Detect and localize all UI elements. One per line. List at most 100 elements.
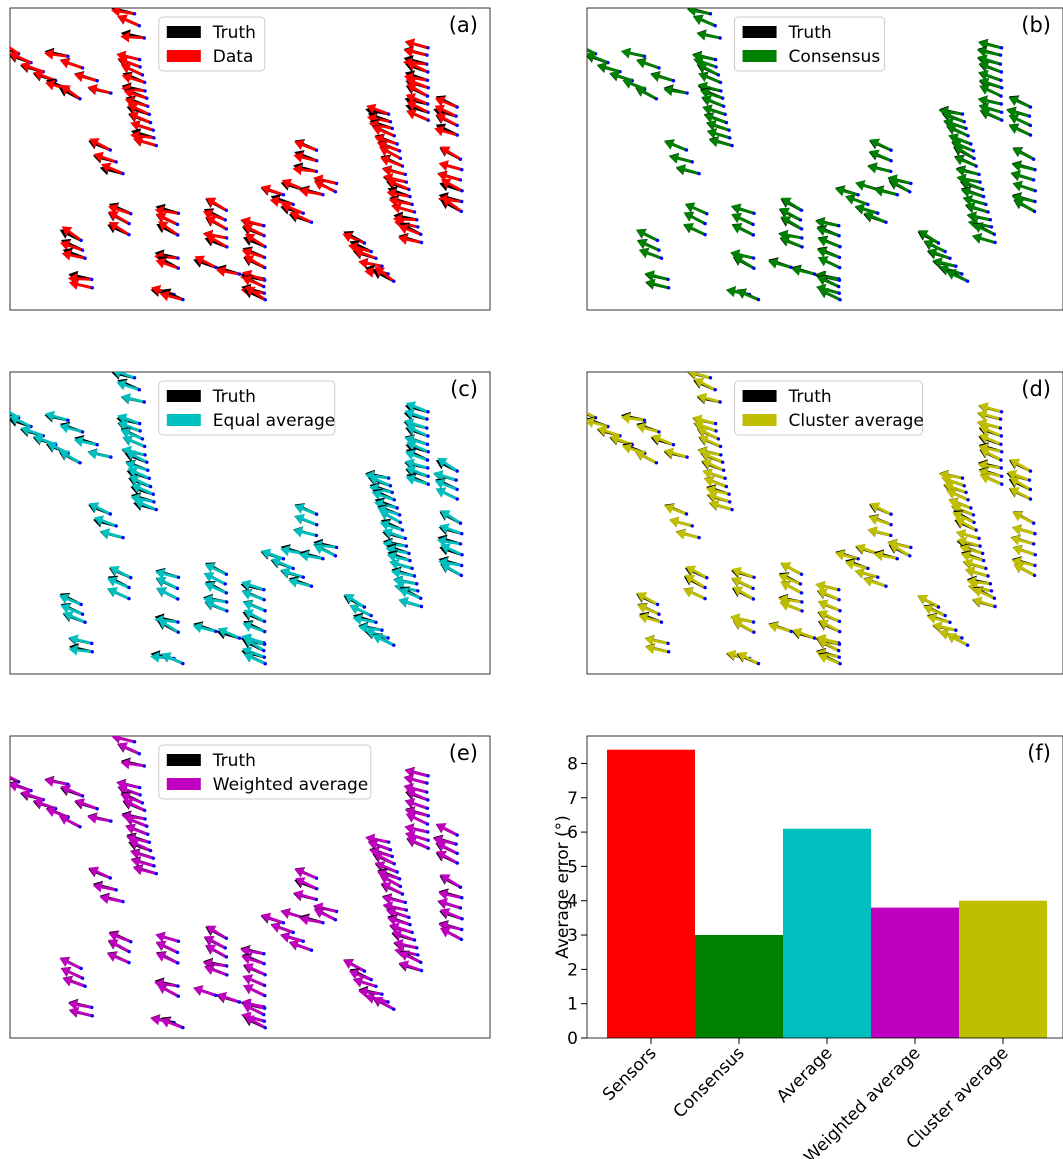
tail-dot [392,1007,396,1011]
estimate-arrow [965,202,989,214]
estimate-arrow [68,634,93,645]
estimate-arrow [404,798,428,810]
tail-dot [237,636,242,640]
tail-dot [837,278,842,282]
estimate-arrow [358,622,383,634]
tail-dot [83,984,87,988]
estimate-arrow [923,239,946,253]
estimate-arrow [313,544,337,557]
estimate-arrow [960,187,985,198]
tail-dot [719,453,723,457]
estimate-arrow [708,136,733,148]
tail-dot [713,57,718,62]
tail-dot [721,96,725,100]
tail-dot [978,544,982,548]
tail-dot [690,524,694,528]
tail-dot [79,602,83,607]
estimate-arrow [962,195,987,206]
estimate-arrow [923,604,946,617]
tail-dot [454,114,458,118]
estimate-arrow [89,138,111,152]
estimate-arrow [386,551,411,563]
tail-dot [642,418,647,422]
tail-dot [143,808,147,813]
tail-dot [960,112,965,116]
estimate-arrow [204,599,228,613]
estimate-arrow [972,587,995,600]
tail-dot [998,426,1003,430]
estimate-arrow [405,789,429,802]
quiver-panel-b: Truth Consensus (b) [586,7,1063,311]
estimate-arrow [696,29,721,41]
tail-dot [999,458,1003,462]
tail-dot [138,421,142,426]
tail-dot [730,507,734,512]
estimate-arrow [863,576,887,588]
tail-dot [314,876,319,880]
tail-dot [426,46,430,50]
estimate-arrow [962,558,987,570]
tail-dot [403,536,408,541]
estimate-arrow [245,286,266,301]
estimate-arrow [93,515,117,528]
legend: Truth Data [158,16,266,72]
tail-dot [214,629,218,634]
tail-dot [408,558,412,563]
tail-dot [936,605,941,609]
tail-dot [181,297,185,302]
estimate-arrow [20,61,44,73]
tail-dot [455,833,459,837]
tail-dot [237,272,242,276]
tail-dot [223,946,227,950]
legend-swatch-estimate [166,50,201,62]
estimate-arrow [815,580,840,592]
estimate-arrow [932,621,957,633]
estimate-arrow [779,207,802,222]
y-tick-label: 6 [567,823,578,843]
estimate-arrow [780,235,803,249]
tail-dot [83,256,87,260]
tail-dot [315,159,319,163]
tail-dot [148,848,153,853]
estimate-arrow [977,46,1001,58]
tail-dot [1028,133,1033,137]
tail-dot [410,566,414,571]
estimate-arrow [693,14,716,27]
tail-dot [400,528,405,532]
estimate-arrow [697,63,720,77]
tail-dot [455,497,459,501]
tail-dot [999,94,1003,98]
estimate-arrow [123,798,146,812]
panel-frame [586,371,1063,675]
tail-dot [263,609,267,613]
estimate-arrow [130,856,155,868]
tail-dot [225,236,229,240]
tail-dot [965,643,970,647]
estimate-arrow [203,572,226,586]
estimate-arrow [972,223,995,236]
estimate-arrow [620,412,645,424]
tail-dot [392,279,396,283]
estimate-arrow [344,594,366,609]
panel-frame [586,7,1063,311]
estimate-arrow [587,417,609,428]
tail-dot [66,54,70,58]
tail-dot [999,78,1003,83]
tail-dot [889,512,893,516]
estimate-arrow [867,162,892,174]
tail-dot [147,840,152,844]
tail-dot [263,662,267,666]
tail-dot [176,575,181,579]
estimate-arrow [117,742,140,755]
estimate-arrow [87,448,112,460]
estimate-arrow [382,165,406,177]
tail-dot [369,249,373,254]
estimate-arrow [150,651,175,663]
tail-dot [386,636,390,640]
tail-dot [666,277,670,282]
tail-dot [148,484,153,489]
tail-dot [962,484,966,488]
estimate-arrow [243,609,266,623]
tail-dot [708,12,713,16]
tail-dot [1032,209,1037,214]
